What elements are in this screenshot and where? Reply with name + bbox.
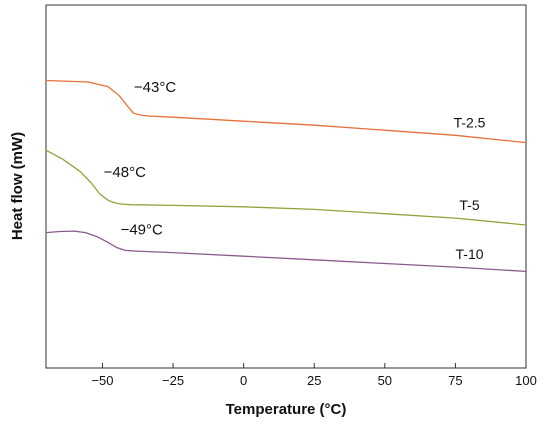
x-tick-label-1: −25 — [162, 373, 184, 388]
x-axis-ticks — [101, 363, 527, 368]
y-axis-title: Heat flow (mW) — [9, 132, 26, 240]
series-labels: T-2.5 T-5 T-10 — [454, 114, 486, 262]
x-axis-tick-labels: −50 −25 0 25 50 75 100 — [91, 373, 536, 388]
series-label-t-5: T-5 — [459, 197, 479, 213]
annotation-t-10: −49°C — [121, 221, 163, 238]
series-line-t-10 — [45, 230, 527, 273]
series-line-t-2-5 — [45, 79, 527, 144]
annotation-t-5: −48°C — [104, 164, 146, 181]
annotation-t-2-5: −43°C — [134, 79, 176, 96]
series-label-t-10: T-10 — [456, 246, 484, 262]
x-tick-label-0: −50 — [91, 373, 113, 388]
series-label-t-2-5: T-2.5 — [454, 114, 486, 130]
x-tick-label-3: 25 — [307, 373, 321, 388]
x-tick-label-5: 75 — [448, 373, 462, 388]
series-line-t-5 — [45, 149, 527, 226]
series-lines — [45, 79, 527, 273]
x-tick-label-4: 50 — [378, 373, 392, 388]
series-annotations: −43°C −48°C −49°C — [104, 79, 177, 239]
x-tick-label-6: 100 — [515, 373, 537, 388]
x-tick-label-2: 0 — [240, 373, 247, 388]
plot-frame — [45, 4, 527, 369]
x-axis-title: Temperature (°C) — [226, 401, 347, 418]
